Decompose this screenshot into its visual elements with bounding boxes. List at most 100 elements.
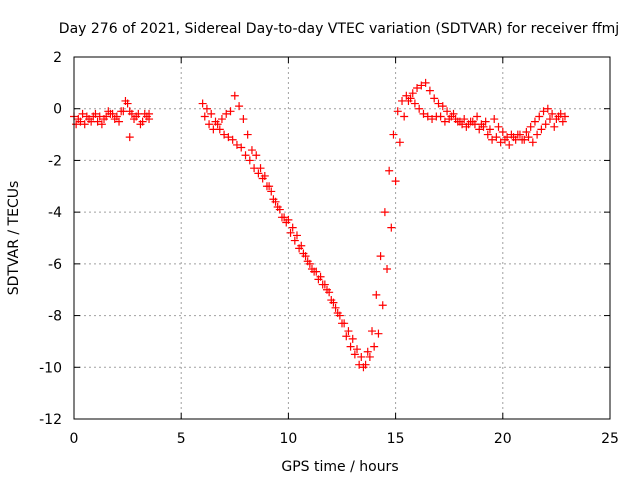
- data-point: [363, 347, 372, 356]
- data-point: [241, 151, 250, 160]
- data-point: [560, 112, 569, 121]
- data-point: [290, 236, 299, 245]
- data-point: [226, 107, 235, 116]
- data-point: [408, 89, 417, 98]
- data-point: [443, 107, 452, 116]
- data-point: [466, 117, 475, 126]
- data-point: [338, 319, 346, 328]
- data-point: [85, 115, 94, 124]
- data-point: [106, 109, 115, 118]
- data-point: [202, 104, 211, 113]
- data-point: [425, 86, 434, 95]
- data-point: [526, 122, 535, 131]
- data-point: [558, 117, 567, 126]
- data-point: [307, 265, 316, 274]
- data-point: [505, 140, 514, 149]
- data-point: [247, 146, 256, 155]
- data-point: [132, 112, 141, 121]
- data-point: [522, 127, 531, 136]
- x-tick-label: 20: [494, 431, 512, 447]
- chart-title: Day 276 of 2021, Sidereal Day-to-day VTE…: [59, 21, 619, 37]
- data-point: [428, 115, 437, 124]
- data-point: [458, 120, 467, 129]
- data-point: [237, 143, 246, 152]
- x-tick-label: 15: [387, 431, 405, 447]
- data-point: [209, 125, 218, 134]
- data-point: [436, 112, 445, 121]
- data-point: [140, 109, 149, 118]
- data-point: [374, 329, 383, 338]
- data-point: [115, 117, 124, 126]
- data-point: [490, 115, 499, 124]
- data-point: [252, 151, 261, 160]
- data-point: [417, 81, 426, 90]
- y-tick-labels: -12 -10 -8 -6 -4 -2 0 2: [39, 50, 62, 428]
- data-point: [359, 363, 368, 372]
- data-point: [380, 208, 389, 217]
- data-point: [76, 117, 85, 126]
- data-point: [346, 342, 355, 351]
- data-point: [481, 117, 490, 126]
- data-point: [368, 327, 377, 336]
- data-point: [355, 360, 364, 369]
- data-point: [533, 130, 542, 139]
- data-point: [543, 104, 552, 113]
- data-point: [539, 107, 548, 116]
- data-point: [312, 267, 321, 276]
- data-point: [260, 171, 269, 180]
- data-point: [110, 115, 119, 124]
- x-tick-labels: 0 5 10 15 20 25: [70, 431, 619, 447]
- data-point: [535, 112, 544, 121]
- data-point: [541, 120, 550, 129]
- data-point: [415, 104, 424, 113]
- data-point: [370, 342, 379, 351]
- data-point: [288, 223, 297, 232]
- data-point: [528, 138, 537, 147]
- data-point: [329, 298, 338, 307]
- data-point: [136, 120, 145, 129]
- data-point: [303, 257, 312, 266]
- data-point: [413, 84, 422, 93]
- data-point: [419, 109, 428, 118]
- data-point: [387, 223, 396, 232]
- data-point: [344, 327, 353, 336]
- data-point: [89, 112, 98, 121]
- data-point: [353, 345, 362, 354]
- x-tick-label: 10: [279, 431, 297, 447]
- data-point: [552, 115, 561, 124]
- data-point: [254, 169, 263, 178]
- data-point: [365, 352, 374, 361]
- data-point: [273, 202, 282, 211]
- y-tick-label: -10: [39, 360, 62, 376]
- data-point: [483, 130, 492, 139]
- data-point: [277, 213, 286, 222]
- data-point: [245, 156, 254, 165]
- data-point: [97, 120, 106, 129]
- data-point: [224, 133, 233, 142]
- data-point: [498, 127, 507, 136]
- data-point: [421, 78, 430, 87]
- data-point: [119, 107, 128, 116]
- data-point: [72, 120, 81, 129]
- data-point: [449, 109, 458, 118]
- data-point: [123, 99, 132, 108]
- plot-frame: [73, 56, 611, 420]
- data-point: [282, 218, 291, 227]
- data-point: [445, 115, 454, 124]
- data-point: [438, 102, 447, 111]
- y-tick-label: 2: [53, 50, 62, 66]
- data-point: [331, 303, 340, 312]
- data-point: [269, 195, 278, 204]
- data-point: [410, 99, 419, 108]
- data-point: [256, 164, 265, 173]
- x-tick-label: 5: [177, 431, 186, 447]
- data-point: [243, 130, 252, 139]
- data-point: [200, 112, 209, 121]
- data-point: [485, 125, 494, 134]
- data-point: [265, 182, 274, 191]
- data-point: [230, 91, 239, 100]
- data-point: [320, 280, 329, 289]
- data-point: [488, 135, 497, 144]
- data-point: [518, 135, 527, 144]
